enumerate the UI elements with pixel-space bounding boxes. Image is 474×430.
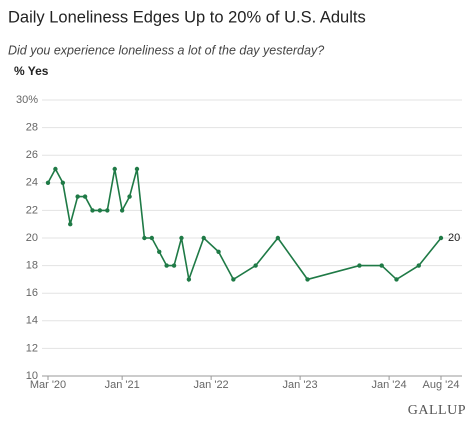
point bbox=[149, 235, 155, 241]
point bbox=[416, 263, 421, 268]
point bbox=[45, 180, 51, 185]
x-tick-label: Jan '22 bbox=[194, 379, 229, 391]
y-tick-label: 26 bbox=[26, 149, 38, 161]
point bbox=[119, 208, 125, 213]
point bbox=[142, 235, 147, 241]
y-tick-label: 16 bbox=[26, 287, 38, 299]
point bbox=[90, 208, 95, 213]
point bbox=[179, 235, 184, 241]
point bbox=[53, 166, 58, 172]
chart-title: Daily Loneliness Edges Up to 20% of U.S.… bbox=[8, 8, 366, 26]
y-tick-label: 12 bbox=[26, 342, 38, 354]
point bbox=[231, 277, 236, 282]
point bbox=[171, 263, 177, 268]
x-tick-label: Mar '20 bbox=[30, 379, 66, 391]
y-tick-label: 28 bbox=[26, 122, 38, 134]
point bbox=[82, 194, 88, 199]
point bbox=[97, 208, 103, 213]
chart-subtitle: Did you experience loneliness a lot of t… bbox=[8, 43, 324, 57]
source-logo: GALLUP bbox=[408, 403, 466, 418]
point bbox=[305, 277, 310, 282]
point bbox=[253, 263, 258, 268]
x-tick-label: Aug '24 bbox=[423, 379, 460, 391]
point bbox=[379, 263, 384, 268]
point bbox=[201, 235, 206, 241]
y-tick-label: 20 bbox=[26, 232, 38, 244]
y-axis-label: % Yes bbox=[14, 64, 49, 78]
y-tick-label: 30% bbox=[16, 94, 38, 106]
point bbox=[216, 249, 221, 254]
point bbox=[105, 208, 110, 213]
point bbox=[186, 277, 192, 282]
point bbox=[127, 194, 132, 199]
point bbox=[60, 180, 66, 185]
y-tick-label: 14 bbox=[26, 315, 38, 327]
point bbox=[275, 235, 281, 241]
point bbox=[68, 222, 73, 227]
end-label: 20 bbox=[448, 232, 460, 244]
point bbox=[357, 263, 362, 268]
y-tick-label: 10 bbox=[26, 370, 38, 382]
y-tick-label: 18 bbox=[26, 260, 38, 272]
y-tick-label: 24 bbox=[26, 177, 38, 189]
point bbox=[134, 166, 140, 172]
y-tick-label: 22 bbox=[26, 204, 38, 216]
point bbox=[112, 166, 117, 172]
x-tick-label: Jan '24 bbox=[372, 379, 407, 391]
x-tick-label: Jan '21 bbox=[105, 379, 140, 391]
point bbox=[164, 263, 169, 268]
point bbox=[394, 277, 399, 282]
point bbox=[438, 235, 444, 241]
x-tick-label: Jan '23 bbox=[283, 379, 318, 391]
line bbox=[47, 167, 442, 283]
point bbox=[75, 194, 80, 199]
point bbox=[157, 249, 162, 254]
